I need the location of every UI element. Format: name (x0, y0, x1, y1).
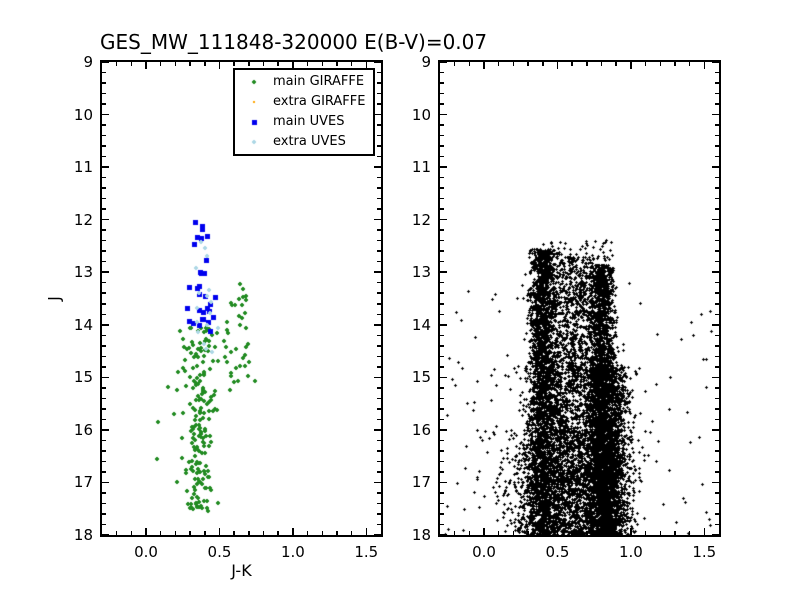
x-tick-label: 1.5 (692, 543, 717, 561)
legend-dot-icon (248, 96, 260, 108)
legend-marker-icon (235, 116, 273, 128)
legend-entry-label: extra GIRAFFE (273, 94, 366, 109)
y-tick-label: 16 (411, 420, 431, 439)
y-tick-label: 13 (73, 263, 93, 282)
legend-marker-icon (235, 76, 273, 88)
legend-row: main UVES (235, 112, 373, 132)
legend-row: main GIRAFFE (235, 72, 373, 92)
y-tick-label: 11 (411, 158, 431, 177)
y-tick-label: 15 (411, 368, 431, 387)
legend-plus-icon (248, 76, 260, 88)
y-tick-label: 14 (411, 315, 431, 334)
x-tick-label: 0.5 (545, 543, 570, 561)
legend-marker-icon (235, 96, 273, 108)
right-plot-axes (438, 60, 721, 537)
legend-row: extra GIRAFFE (235, 92, 373, 112)
right-plot-points (440, 62, 719, 535)
legend-row: extra UVES (235, 132, 373, 152)
y-tick-label: 16 (73, 420, 93, 439)
y-tick-label: 17 (73, 473, 93, 492)
x-tick-label: 1.0 (618, 543, 643, 561)
x-tick-label: 0.0 (472, 543, 496, 561)
plot-title: GES_MW_111848-320000 E(B-V)=0.07 (100, 30, 488, 54)
y-tick-label: 17 (411, 473, 431, 492)
legend-entry-label: extra UVES (273, 134, 346, 149)
y-tick-label: 10 (411, 105, 431, 124)
y-tick (102, 534, 109, 536)
y-tick-label: 12 (411, 210, 431, 229)
y-tick (374, 534, 381, 536)
y-axis-label: J (44, 296, 64, 301)
y-tick-label: 12 (73, 210, 93, 229)
legend-square-icon (248, 116, 260, 128)
x-tick-label: 0.5 (207, 543, 232, 561)
legend-entry-label: main UVES (273, 114, 345, 129)
y-tick-label: 11 (73, 158, 93, 177)
legend: main GIRAFFE extra GIRAFFE main UVES extra … (233, 68, 375, 156)
y-tick-label: 10 (73, 105, 93, 124)
y-tick (712, 534, 719, 536)
y-tick-label: 14 (73, 315, 93, 334)
y-tick-label: 15 (73, 368, 93, 387)
x-axis-label: J-K (231, 561, 252, 580)
y-tick-label: 9 (83, 53, 93, 71)
y-tick (440, 534, 447, 536)
x-tick-label: 0.0 (134, 543, 158, 561)
legend-marker-icon (235, 136, 273, 148)
y-tick-label: 18 (73, 526, 93, 544)
y-tick-label: 9 (421, 53, 431, 71)
x-tick-label: 1.0 (280, 543, 305, 561)
y-tick-label: 18 (411, 526, 431, 544)
legend-plus-icon (248, 136, 260, 148)
x-tick-label: 1.5 (354, 543, 379, 561)
y-tick-label: 13 (411, 263, 431, 282)
legend-entry-label: main GIRAFFE (273, 74, 365, 89)
